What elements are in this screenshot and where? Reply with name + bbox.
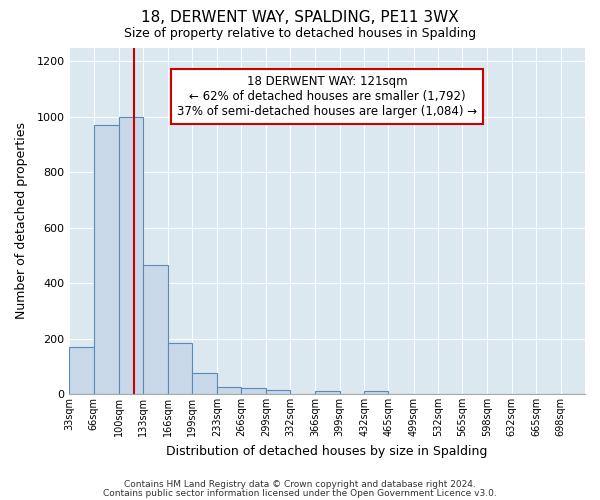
Text: 18 DERWENT WAY: 121sqm
← 62% of detached houses are smaller (1,792)
37% of semi-: 18 DERWENT WAY: 121sqm ← 62% of detached… <box>177 75 477 118</box>
Bar <box>241 388 266 394</box>
Text: Contains public sector information licensed under the Open Government Licence v3: Contains public sector information licen… <box>103 488 497 498</box>
Bar <box>266 390 290 394</box>
Bar <box>364 391 388 394</box>
Y-axis label: Number of detached properties: Number of detached properties <box>15 122 28 320</box>
Bar <box>94 125 119 394</box>
Text: Size of property relative to detached houses in Spalding: Size of property relative to detached ho… <box>124 28 476 40</box>
Bar <box>70 347 94 394</box>
Text: Contains HM Land Registry data © Crown copyright and database right 2024.: Contains HM Land Registry data © Crown c… <box>124 480 476 489</box>
Bar <box>192 373 217 394</box>
Bar <box>119 117 143 394</box>
Bar <box>143 265 167 394</box>
Bar <box>217 387 241 394</box>
Bar <box>316 391 340 394</box>
Bar <box>167 342 192 394</box>
Text: 18, DERWENT WAY, SPALDING, PE11 3WX: 18, DERWENT WAY, SPALDING, PE11 3WX <box>141 10 459 25</box>
X-axis label: Distribution of detached houses by size in Spalding: Distribution of detached houses by size … <box>166 444 488 458</box>
